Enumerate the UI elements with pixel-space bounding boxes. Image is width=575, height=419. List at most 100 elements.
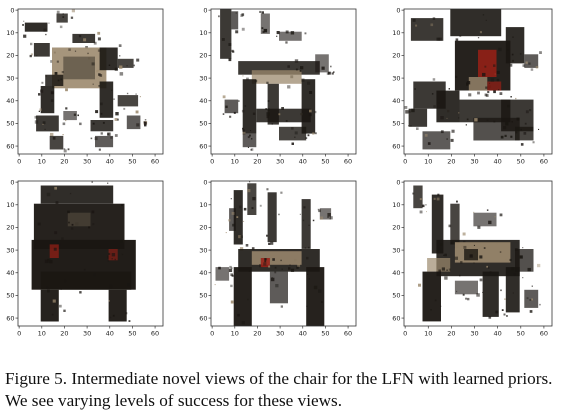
x-tick-label: 50 — [128, 330, 136, 338]
figure-caption: Figure 5. Intermediate novel views of th… — [5, 369, 553, 410]
chair-render-view-2-icon — [218, 9, 335, 151]
chair-render-view-5-icon — [214, 181, 333, 326]
x-tick-label: 30 — [470, 158, 478, 166]
chair-render-view-3-icon — [404, 9, 542, 150]
x-tick-label: 50 — [517, 330, 525, 338]
y-tick-label: 60 — [6, 314, 14, 322]
x-tick-label: 50 — [517, 158, 525, 166]
x-tick-label: 20 — [60, 330, 68, 338]
x-tick-label: 10 — [424, 330, 432, 338]
x-tick-label: 60 — [344, 158, 352, 166]
y-tick-label: 0 — [396, 178, 400, 186]
y-tick-label: 10 — [392, 201, 400, 209]
x-tick-label: 10 — [38, 158, 46, 166]
x-tick-label: 20 — [60, 158, 68, 166]
panel-frame — [17, 8, 164, 155]
y-tick-label: 10 — [392, 29, 400, 37]
y-tick-label: 50 — [6, 292, 14, 300]
x-tick-label: 0 — [403, 330, 407, 338]
y-tick-label: 40 — [6, 269, 14, 277]
y-tick-label: 30 — [392, 74, 400, 82]
panel-frame — [210, 180, 357, 327]
x-tick-label: 20 — [447, 158, 455, 166]
x-tick-label: 60 — [540, 158, 548, 166]
y-tick-label: 20 — [199, 52, 207, 60]
y-tick-label: 20 — [392, 52, 400, 60]
y-tick-label: 10 — [199, 201, 207, 209]
x-tick-label: 40 — [494, 330, 502, 338]
chair-render-view-6-icon — [412, 185, 541, 322]
y-tick-label: 60 — [392, 142, 400, 150]
y-tick-label: 10 — [6, 201, 14, 209]
y-tick-label: 0 — [203, 178, 207, 186]
y-tick-label: 60 — [199, 142, 207, 150]
panel-frame — [210, 8, 357, 155]
y-tick-label: 0 — [10, 6, 14, 14]
y-tick-label: 0 — [10, 178, 14, 186]
panel-frame — [403, 8, 553, 155]
y-tick-label: 30 — [199, 74, 207, 82]
x-tick-label: 60 — [344, 330, 352, 338]
y-tick-label: 20 — [6, 52, 14, 60]
y-tick-label: 40 — [199, 97, 207, 105]
x-tick-label: 30 — [276, 158, 284, 166]
x-tick-label: 40 — [299, 158, 307, 166]
x-tick-label: 0 — [17, 330, 21, 338]
x-tick-label: 10 — [231, 158, 239, 166]
x-tick-label: 50 — [321, 330, 329, 338]
x-tick-label: 10 — [424, 158, 432, 166]
x-tick-label: 60 — [151, 158, 159, 166]
y-tick-label: 50 — [392, 120, 400, 128]
x-tick-label: 0 — [403, 158, 407, 166]
y-tick-label: 30 — [199, 246, 207, 254]
x-tick-label: 60 — [151, 330, 159, 338]
y-tick-label: 10 — [6, 29, 14, 37]
y-tick-label: 40 — [392, 269, 400, 277]
x-tick-label: 40 — [494, 158, 502, 166]
y-tick-label: 40 — [6, 97, 14, 105]
y-tick-label: 50 — [199, 120, 207, 128]
x-tick-label: 10 — [231, 330, 239, 338]
x-tick-label: 20 — [447, 330, 455, 338]
x-tick-label: 30 — [276, 330, 284, 338]
x-tick-label: 10 — [38, 330, 46, 338]
panel-frame — [403, 180, 553, 327]
y-tick-label: 40 — [392, 97, 400, 105]
y-tick-label: 20 — [199, 224, 207, 232]
y-tick-label: 30 — [6, 246, 14, 254]
y-tick-label: 60 — [199, 314, 207, 322]
y-tick-label: 20 — [392, 224, 400, 232]
y-tick-label: 20 — [6, 224, 14, 232]
x-tick-label: 20 — [253, 330, 261, 338]
y-tick-label: 60 — [6, 142, 14, 150]
y-tick-label: 10 — [199, 29, 207, 37]
x-tick-label: 50 — [321, 158, 329, 166]
x-tick-label: 40 — [299, 330, 307, 338]
x-tick-label: 0 — [17, 158, 21, 166]
chair-render-view-1-icon — [22, 9, 148, 153]
x-tick-label: 30 — [83, 158, 91, 166]
x-tick-label: 0 — [210, 158, 214, 166]
y-tick-label: 50 — [392, 292, 400, 300]
y-tick-label: 50 — [6, 120, 14, 128]
x-tick-label: 40 — [106, 158, 114, 166]
y-tick-label: 0 — [396, 6, 400, 14]
y-tick-label: 30 — [392, 246, 400, 254]
x-tick-label: 30 — [470, 330, 478, 338]
x-tick-label: 30 — [83, 330, 91, 338]
y-tick-label: 60 — [392, 314, 400, 322]
x-tick-label: 50 — [128, 158, 136, 166]
y-tick-label: 40 — [199, 269, 207, 277]
panel-frame — [17, 180, 164, 327]
y-tick-label: 50 — [199, 292, 207, 300]
x-tick-label: 20 — [253, 158, 261, 166]
chair-render-view-4-icon — [31, 181, 136, 322]
y-tick-label: 30 — [6, 74, 14, 82]
x-tick-label: 40 — [106, 330, 114, 338]
